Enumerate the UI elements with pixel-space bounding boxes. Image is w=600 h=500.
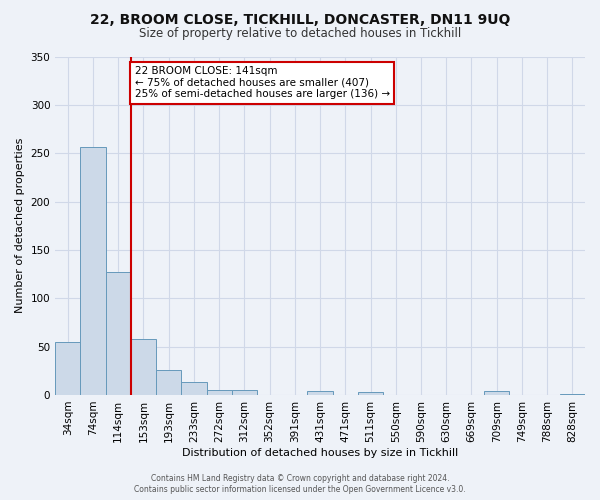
Y-axis label: Number of detached properties: Number of detached properties <box>15 138 25 314</box>
Bar <box>560 394 585 395</box>
Bar <box>55 342 80 395</box>
Text: 22 BROOM CLOSE: 141sqm
← 75% of detached houses are smaller (407)
25% of semi-de: 22 BROOM CLOSE: 141sqm ← 75% of detached… <box>134 66 390 100</box>
Bar <box>484 391 509 395</box>
Text: Size of property relative to detached houses in Tickhill: Size of property relative to detached ho… <box>139 26 461 40</box>
Text: Contains HM Land Registry data © Crown copyright and database right 2024.
Contai: Contains HM Land Registry data © Crown c… <box>134 474 466 494</box>
Bar <box>80 148 106 395</box>
Bar <box>106 272 131 395</box>
Bar <box>358 392 383 395</box>
Bar <box>131 339 156 395</box>
Bar <box>156 370 181 395</box>
Text: 22, BROOM CLOSE, TICKHILL, DONCASTER, DN11 9UQ: 22, BROOM CLOSE, TICKHILL, DONCASTER, DN… <box>90 12 510 26</box>
X-axis label: Distribution of detached houses by size in Tickhill: Distribution of detached houses by size … <box>182 448 458 458</box>
Bar <box>307 391 332 395</box>
Bar <box>206 390 232 395</box>
Bar <box>232 390 257 395</box>
Bar <box>181 382 206 395</box>
